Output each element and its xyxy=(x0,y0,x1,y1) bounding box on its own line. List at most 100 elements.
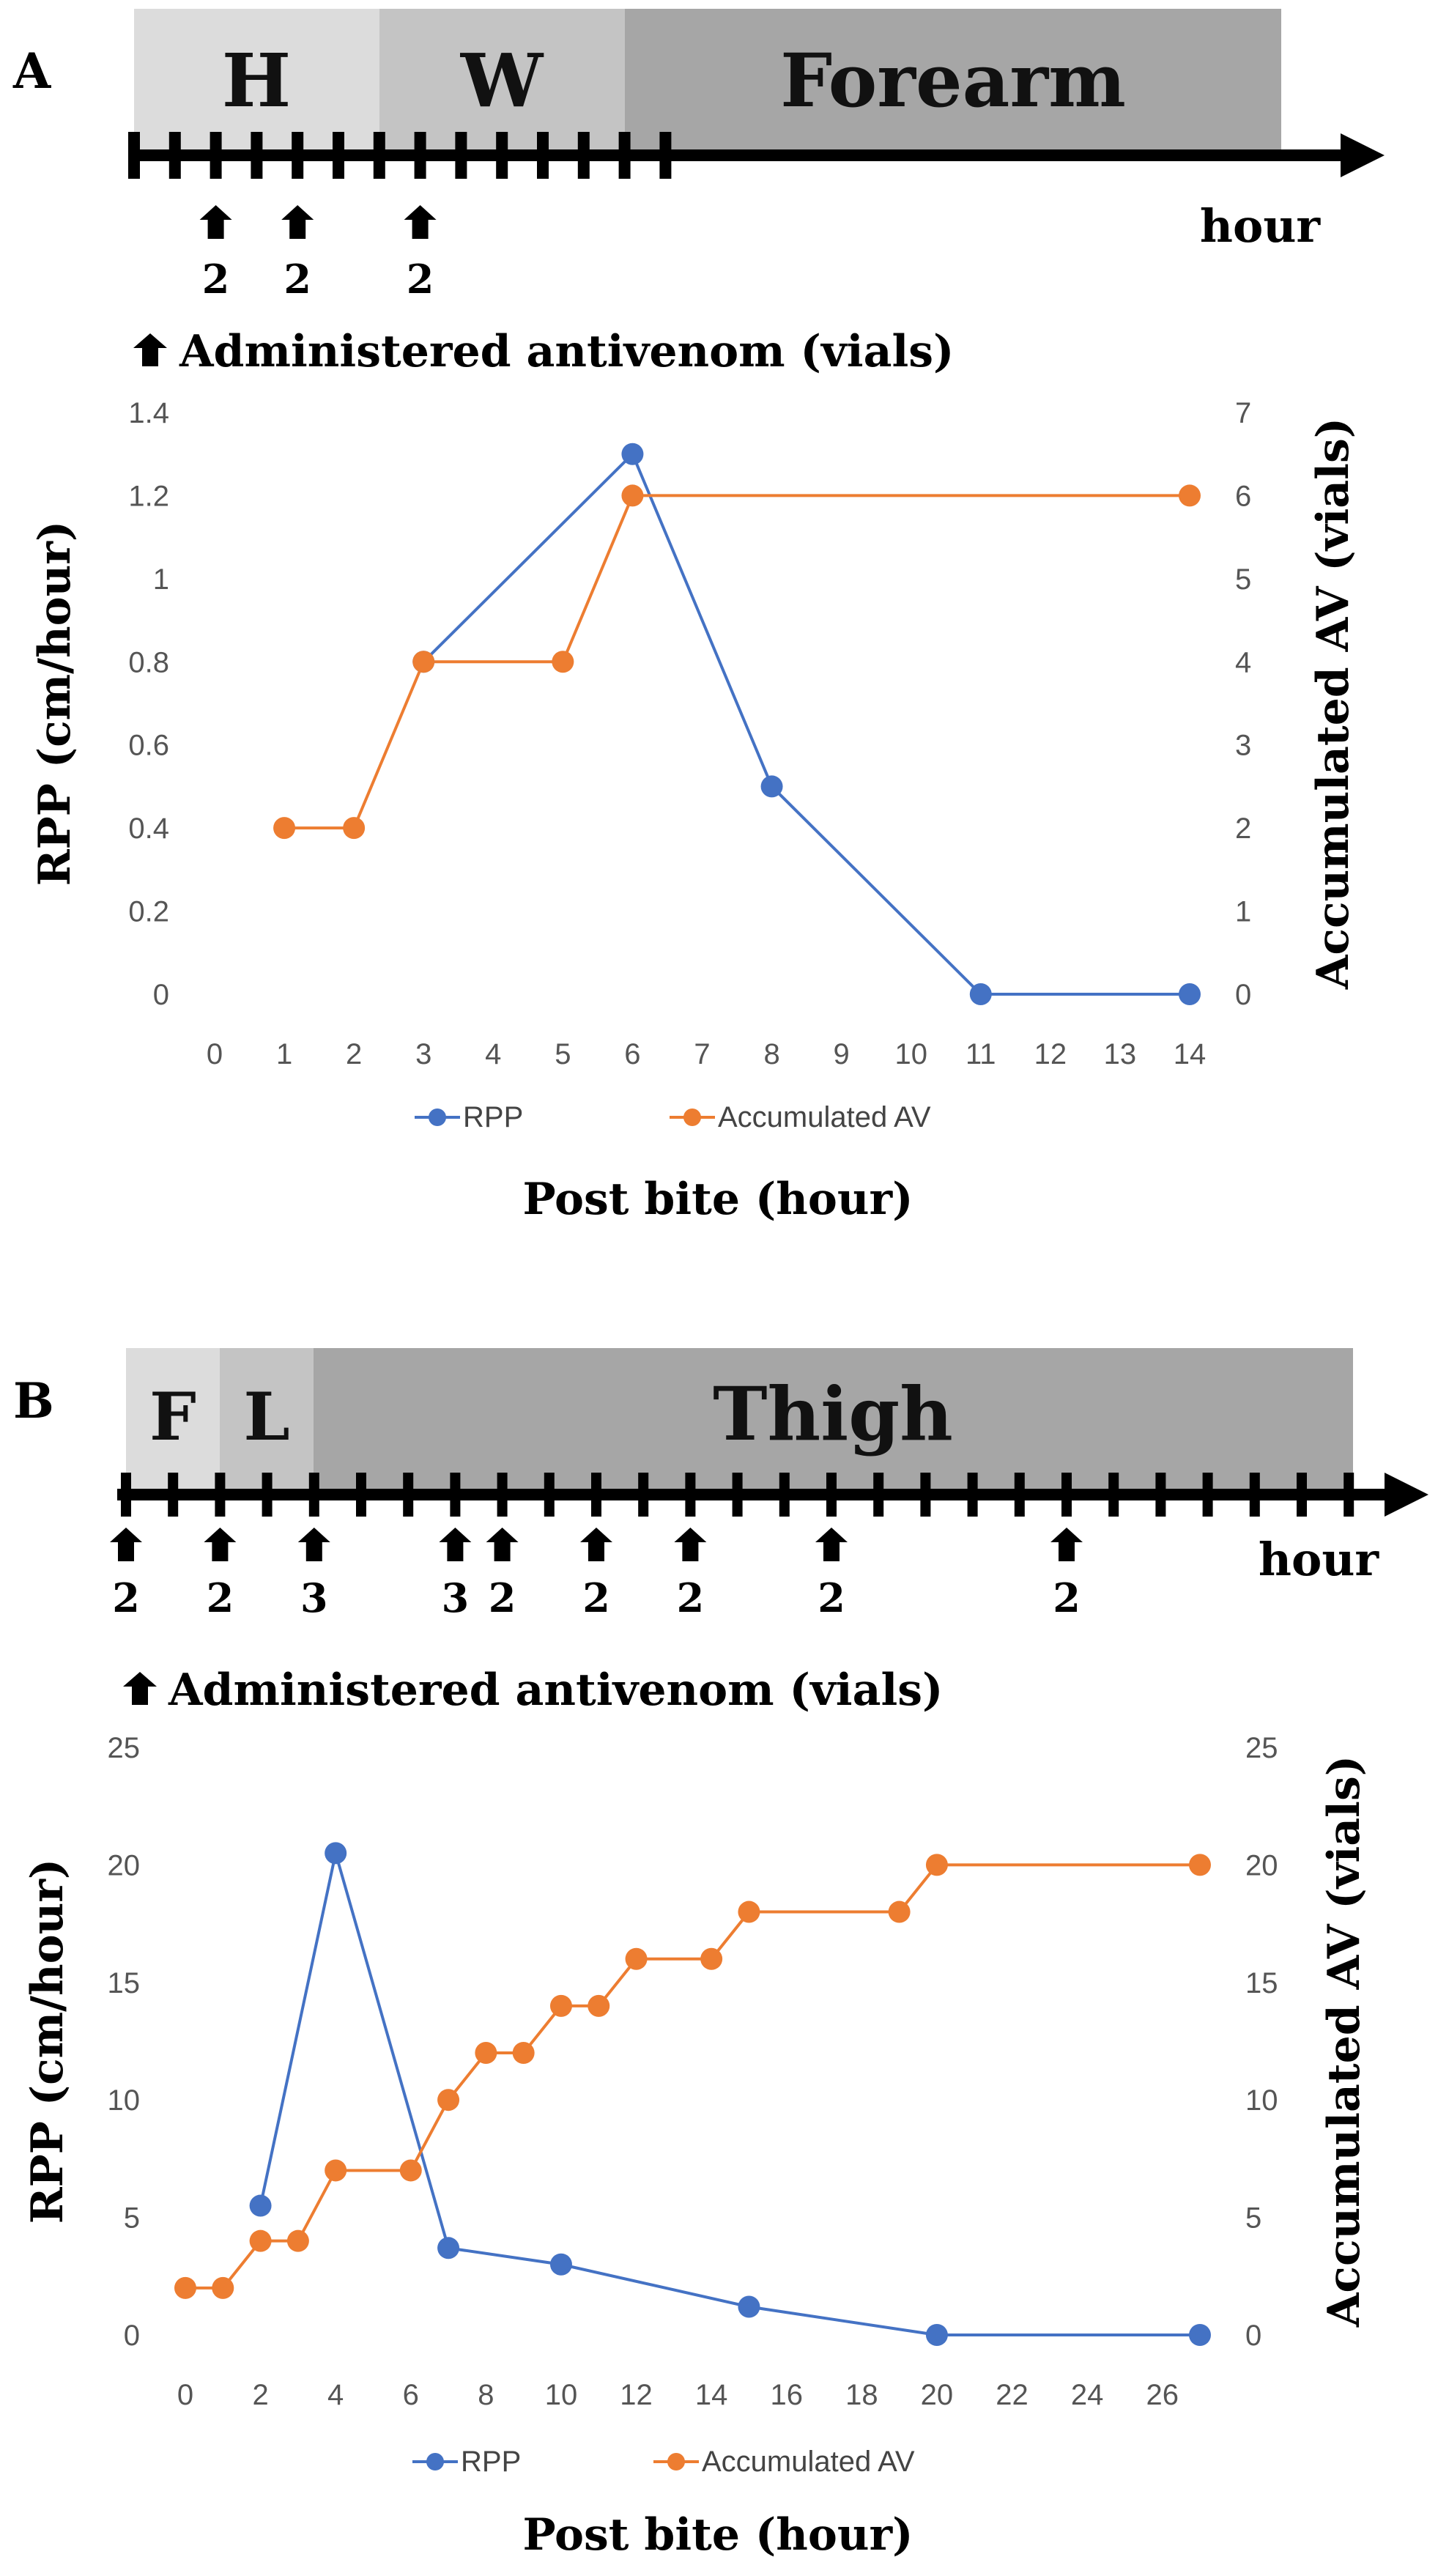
dose-vials-label: 2 xyxy=(489,1574,516,1621)
timeline-tick xyxy=(873,1473,884,1517)
dose-arrow-icon xyxy=(580,1528,612,1561)
x-tick-label: 10 xyxy=(894,1038,927,1070)
dose-vials-label: 2 xyxy=(283,256,311,303)
data-point-accumulated-av xyxy=(925,1854,948,1876)
data-point-accumulated-av xyxy=(1189,1854,1211,1876)
x-tick-label: 4 xyxy=(485,1038,501,1070)
y-tick-label: 0.6 xyxy=(128,730,169,762)
y2-tick-label: 5 xyxy=(1235,563,1251,596)
data-point-accumulated-av xyxy=(174,2276,196,2299)
x-tick-label: 20 xyxy=(921,2379,954,2411)
data-point-rpp xyxy=(738,2295,760,2318)
timeline-tick xyxy=(1202,1473,1213,1517)
panel-letter-a: A xyxy=(12,42,51,100)
dose-arrow-icon xyxy=(815,1528,848,1561)
y-tick-label: 1.4 xyxy=(128,397,169,429)
timeline-unit-label-b: hour xyxy=(1259,1533,1380,1586)
y-tick-label: 10 xyxy=(108,2084,141,2117)
data-point-rpp xyxy=(925,2324,948,2346)
y-axis-title: RPP (cm/hour) xyxy=(22,1859,73,2224)
legend-label: Accumulated AV xyxy=(718,1101,931,1133)
data-point-accumulated-av xyxy=(625,1947,648,1970)
y-tick-label: 25 xyxy=(108,1732,141,1764)
timeline-tick xyxy=(210,132,222,179)
data-point-rpp xyxy=(969,983,992,1005)
timeline-segment-label-thigh: Thigh xyxy=(713,1371,953,1457)
data-point-accumulated-av xyxy=(512,2042,535,2065)
x-tick-label: 22 xyxy=(996,2379,1029,2411)
timeline-tick xyxy=(685,1473,696,1517)
x-tick-label: 8 xyxy=(763,1038,779,1070)
admin-legend-text-a: Administered antivenom (vials) xyxy=(179,326,954,377)
chart-legend: RPP Accumulated AV xyxy=(415,1101,931,1133)
legend-label: RPP xyxy=(461,2446,521,2478)
dose-vials-label: 2 xyxy=(582,1574,610,1621)
dose-vials-label: 2 xyxy=(1053,1574,1081,1621)
data-point-rpp xyxy=(1179,983,1201,1005)
dose-vials-label: 3 xyxy=(300,1574,328,1621)
data-point-accumulated-av xyxy=(475,2042,497,2065)
dose-arrow-icon xyxy=(674,1528,707,1561)
timeline-segment-label-h: H xyxy=(222,37,291,124)
timeline-tick xyxy=(128,132,140,179)
timeline-tick xyxy=(455,132,467,179)
data-point-rpp xyxy=(249,2194,272,2217)
x-tick-label: 5 xyxy=(555,1038,571,1070)
data-point-accumulated-av xyxy=(343,817,366,840)
x-tick-label: 26 xyxy=(1146,2379,1179,2411)
data-point-accumulated-av xyxy=(1179,484,1201,507)
y-tick-label: 0.2 xyxy=(128,896,169,928)
timeline-ticks-b xyxy=(121,1473,1354,1517)
dose-vials-label: 2 xyxy=(207,1574,234,1621)
dose-vials-label: 2 xyxy=(112,1574,140,1621)
dose-arrow-icon xyxy=(1050,1528,1083,1561)
x-tick-label: 2 xyxy=(346,1038,362,1070)
y2-tick-label: 7 xyxy=(1235,397,1251,429)
dose-arrow-icon xyxy=(486,1528,519,1561)
timeline-tick xyxy=(251,132,263,179)
timeline-tick xyxy=(659,132,672,179)
timeline-segment-label-forearm: Forearm xyxy=(780,37,1126,124)
timeline-tick xyxy=(168,1473,179,1517)
data-point-accumulated-av xyxy=(412,651,435,673)
y-tick-label: 0 xyxy=(124,2320,140,2352)
x-tick-label: 0 xyxy=(177,2379,193,2411)
x-tick-label: 11 xyxy=(966,1038,996,1070)
data-point-accumulated-av xyxy=(212,2276,234,2299)
timeline-tick xyxy=(333,132,344,179)
timeline-tick xyxy=(1155,1473,1166,1517)
timeline-tick xyxy=(1061,1473,1072,1517)
dose-arrow-icon xyxy=(281,205,314,239)
y2-tick-label: 2 xyxy=(1235,813,1251,845)
x-tick-label: 0 xyxy=(207,1038,223,1070)
data-point-accumulated-av xyxy=(588,1994,610,2017)
x-tick-label: 14 xyxy=(1174,1038,1207,1070)
timeline-segment-thigh xyxy=(314,1348,1353,1496)
data-point-accumulated-av xyxy=(621,484,644,507)
dose-vials-label: 2 xyxy=(677,1574,705,1621)
x-tick-label: 4 xyxy=(327,2379,344,2411)
timeline-tick xyxy=(544,1473,555,1517)
data-point-accumulated-av xyxy=(738,1900,760,1923)
legend-label: Accumulated AV xyxy=(702,2446,915,2478)
up-arrow-icon xyxy=(123,1672,157,1705)
y-axis-title: RPP (cm/hour) xyxy=(29,521,81,887)
data-point-rpp xyxy=(621,443,644,465)
timeline-tick xyxy=(732,1473,743,1517)
timeline-tick xyxy=(373,132,385,179)
y2-tick-label: 3 xyxy=(1235,730,1251,762)
x-tick-label: 16 xyxy=(770,2379,803,2411)
y2-tick-label: 0 xyxy=(1245,2320,1261,2352)
y-tick-label: 5 xyxy=(124,2202,140,2235)
timeline-tick xyxy=(577,132,590,179)
chart-legend: RPP Accumulated AV xyxy=(412,2446,915,2478)
y-tick-label: 0.8 xyxy=(128,646,169,678)
timeline-tick xyxy=(168,132,181,179)
data-point-accumulated-av xyxy=(700,1947,723,1970)
timeline-tick xyxy=(537,132,549,179)
timeline-tick xyxy=(497,1473,508,1517)
y-tick-label: 20 xyxy=(108,1849,141,1881)
timeline-tick xyxy=(215,1473,226,1517)
